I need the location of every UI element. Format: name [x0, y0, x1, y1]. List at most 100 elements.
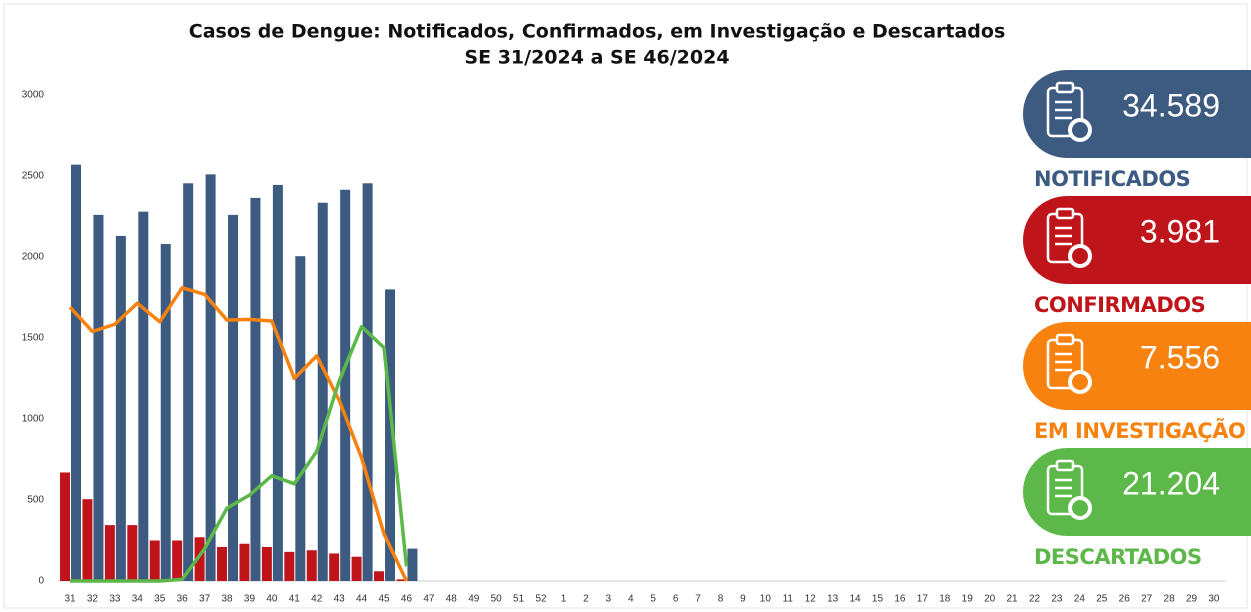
icon-badge-inner [1072, 248, 1088, 264]
icon-clip [1055, 459, 1075, 472]
chart-title: Casos de Dengue: Notificados, Confirmado… [189, 21, 1006, 43]
x-tick-label: 27 [1141, 594, 1153, 605]
x-tick-label: 20 [984, 594, 996, 605]
bar [60, 472, 71, 581]
x-tick-label: 30 [1208, 594, 1220, 605]
icon-clip [1055, 207, 1075, 220]
kpi-total: 34.589 [1122, 87, 1220, 123]
kpi-total: 3.981 [1140, 213, 1220, 249]
bar [71, 164, 82, 581]
line [70, 324, 409, 583]
line [68, 286, 409, 582]
kpi-label: CONFIRMADOS [1034, 293, 1205, 317]
bar [183, 183, 194, 582]
bar [194, 537, 205, 581]
x-tick-label: 6 [673, 594, 679, 605]
x-tick-label: 50 [491, 594, 503, 605]
bar [93, 214, 104, 581]
bar [351, 556, 362, 581]
icon-clip [1055, 81, 1075, 94]
kpi-card: 7.556 EM INVESTIGAÇÃO [1023, 322, 1251, 443]
x-tick-label: 23 [1051, 594, 1063, 605]
y-tick-label: 1500 [22, 333, 45, 344]
bar [329, 553, 340, 581]
bar [127, 525, 138, 581]
bar [115, 235, 126, 581]
x-tick-label: 29 [1186, 594, 1198, 605]
kpi-card: 3.981 CONFIRMADOS [1023, 196, 1251, 317]
bar [217, 546, 228, 581]
x-tick-label: 9 [740, 594, 746, 605]
x-tick-label: 16 [894, 594, 906, 605]
y-tick-label: 3000 [22, 90, 45, 101]
kpi-card: 21.204 DESCARTADOS [1023, 448, 1251, 569]
x-tick-label: 41 [289, 594, 301, 605]
x-tick-label: 22 [1029, 594, 1041, 605]
x-tick-label: 42 [311, 594, 323, 605]
bar [362, 183, 373, 582]
bar [205, 174, 216, 581]
bar [385, 289, 396, 581]
bar [374, 571, 385, 581]
bar [239, 543, 250, 581]
kpi-total: 21.204 [1122, 465, 1220, 501]
x-tick-label: 44 [356, 594, 368, 605]
x-tick-label: 4 [628, 594, 634, 605]
x-tick-label: 24 [1074, 594, 1086, 605]
x-tick-label: 32 [87, 594, 99, 605]
x-tick-label: 34 [132, 594, 144, 605]
bar [272, 184, 283, 581]
y-tick-label: 500 [27, 495, 44, 506]
chart-subtitle: SE 31/2024 a SE 46/2024 [464, 47, 729, 69]
kpi-total: 7.556 [1140, 339, 1220, 375]
x-tick-label: 52 [535, 594, 547, 605]
x-tick-label: 25 [1096, 594, 1108, 605]
x-tick-label: 3 [606, 594, 612, 605]
x-tick-label: 5 [650, 594, 656, 605]
x-tick-label: 45 [378, 594, 390, 605]
y-tick-label: 0 [38, 576, 44, 587]
bar [250, 197, 261, 581]
x-tick-label: 28 [1164, 594, 1176, 605]
bar [317, 202, 328, 582]
x-tick-label: 8 [718, 594, 724, 605]
x-tick-label: 21 [1007, 594, 1019, 605]
bar [295, 256, 306, 581]
x-tick-label: 31 [64, 594, 76, 605]
x-tick-label: 7 [695, 594, 701, 605]
x-tick-label: 47 [423, 594, 435, 605]
bar [261, 546, 272, 581]
bar [138, 211, 149, 581]
x-tick-label: 39 [244, 594, 256, 605]
bar [284, 551, 295, 581]
x-tick-label: 38 [221, 594, 233, 605]
x-tick-label: 49 [468, 594, 480, 605]
y-tick-label: 1000 [22, 414, 45, 425]
x-tick-label: 33 [109, 594, 121, 605]
bar [306, 550, 317, 581]
x-tick-label: 11 [783, 594, 794, 605]
bar [104, 525, 115, 581]
bar [396, 579, 407, 581]
x-tick-label: 26 [1119, 594, 1131, 605]
y-tick-label: 2500 [22, 171, 45, 182]
frame [3, 3, 1248, 609]
kpi-card: 34.589 NOTIFICADOS [1023, 70, 1251, 191]
bar [407, 548, 418, 581]
x-tick-label: 12 [805, 594, 817, 605]
x-tick-label: 1 [561, 594, 567, 605]
x-tick-label: 48 [446, 594, 458, 605]
x-tick-label: 17 [917, 594, 929, 605]
y-tick-label: 2000 [22, 252, 45, 263]
x-tick-label: 40 [266, 594, 278, 605]
x-tick-label: 10 [760, 594, 772, 605]
bar [340, 189, 351, 581]
x-tick-label: 13 [827, 594, 839, 605]
bar [149, 540, 160, 581]
x-tick-label: 51 [513, 594, 525, 605]
kpi-label: DESCARTADOS [1034, 545, 1202, 569]
x-tick-label: 36 [177, 594, 189, 605]
bar [160, 244, 171, 582]
bar [172, 540, 183, 581]
